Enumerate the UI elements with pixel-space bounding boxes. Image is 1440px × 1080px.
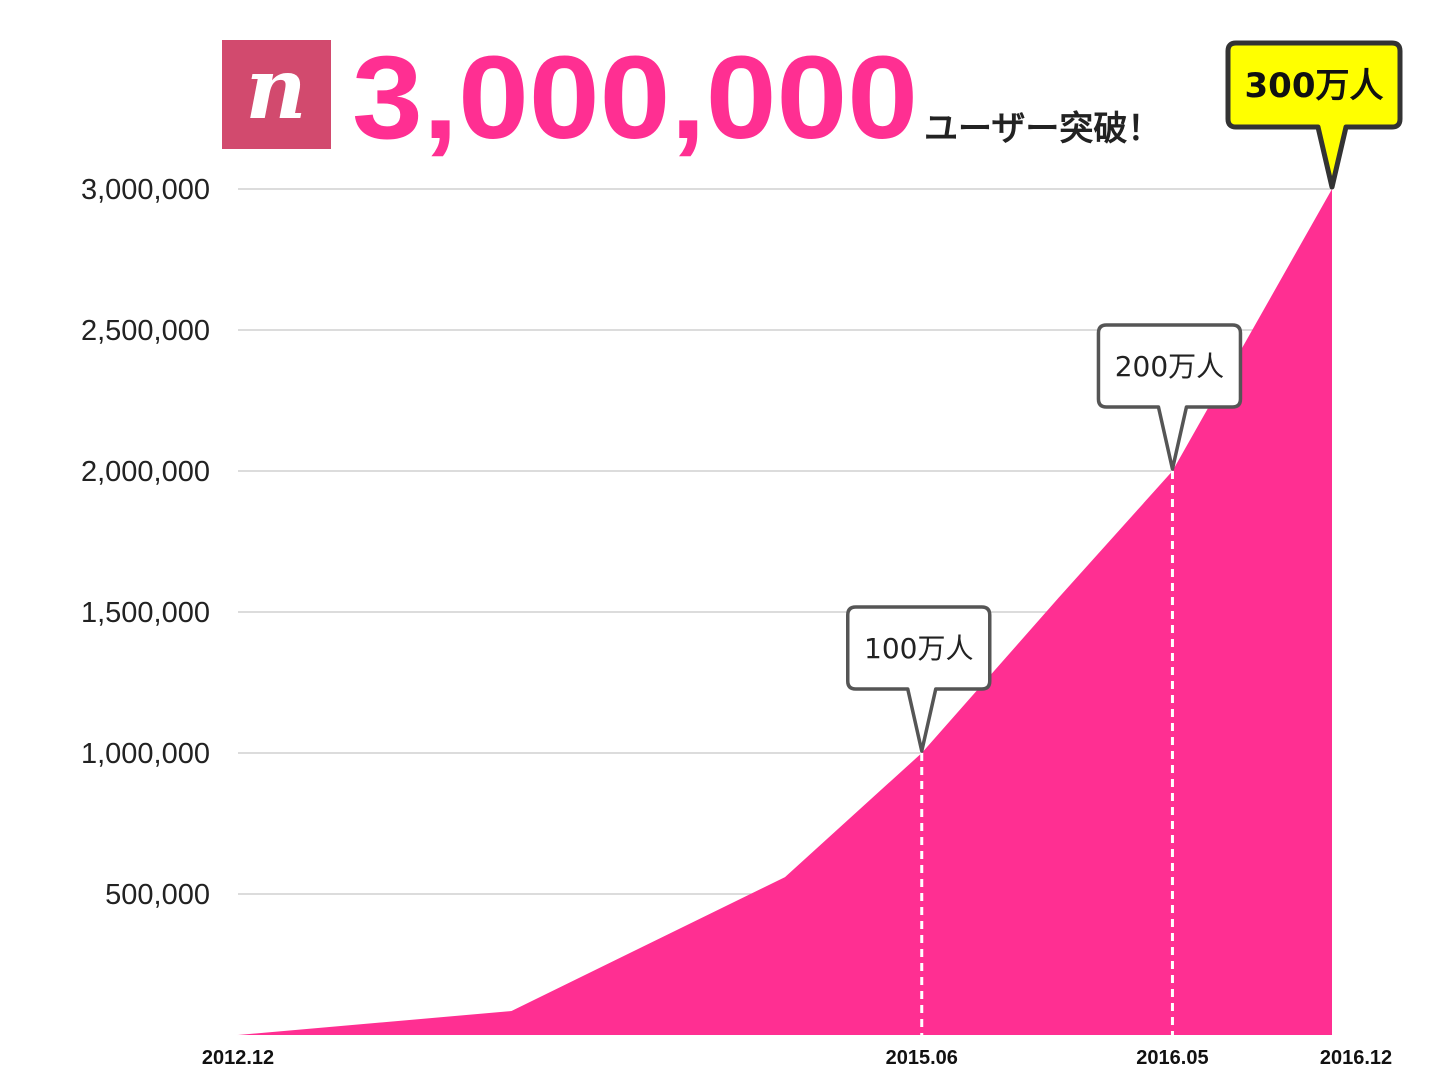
- y-tick-label: 3,000,000: [81, 174, 210, 206]
- area-fill: [238, 189, 1332, 1035]
- logo-background: [222, 40, 331, 149]
- callout-label: 300万人: [1245, 66, 1384, 106]
- drop-lines: [920, 471, 1174, 1035]
- callout: 200万人: [1096, 323, 1243, 471]
- grid: [238, 188, 1332, 895]
- x-tick-label: 2015.06: [886, 1047, 958, 1069]
- callout-label: 100万人: [864, 632, 973, 665]
- callout-box-highlight: [1225, 40, 1403, 190]
- y-axis: 500,000 1,000,000 1,500,000 2,000,000 2,500,…: [81, 174, 210, 911]
- callout: 100万人: [846, 605, 992, 753]
- headline-suffix: ユーザー突破！: [924, 109, 1161, 149]
- area-series: [237, 188, 1333, 1036]
- y-tick-label: 1,500,000: [81, 597, 210, 629]
- y-tick-label: 2,500,000: [81, 315, 210, 347]
- logo: n: [222, 39, 331, 149]
- callout-box: [1096, 323, 1243, 471]
- headline-number: 3,000,000: [352, 32, 918, 164]
- x-tick-label: 2016.12: [1320, 1047, 1392, 1069]
- logo-letter: n: [245, 39, 306, 138]
- callout-box: [846, 605, 992, 753]
- x-tick-label: 2012.12: [202, 1047, 274, 1069]
- x-tick-label: 2016.05: [1136, 1047, 1208, 1069]
- y-tick-label: 500,000: [105, 879, 210, 911]
- callouts: 100万人 200万人 300万人: [846, 40, 1403, 753]
- y-tick-label: 2,000,000: [81, 456, 210, 488]
- y-tick-label: 1,000,000: [81, 738, 210, 770]
- callout-label: 200万人: [1115, 350, 1224, 383]
- x-axis: 2012.12 2015.06 2016.05 2016.12: [202, 1047, 1392, 1069]
- callout: 300万人: [1225, 40, 1403, 190]
- header: n 3,000,000 ユーザー突破！: [222, 32, 1161, 164]
